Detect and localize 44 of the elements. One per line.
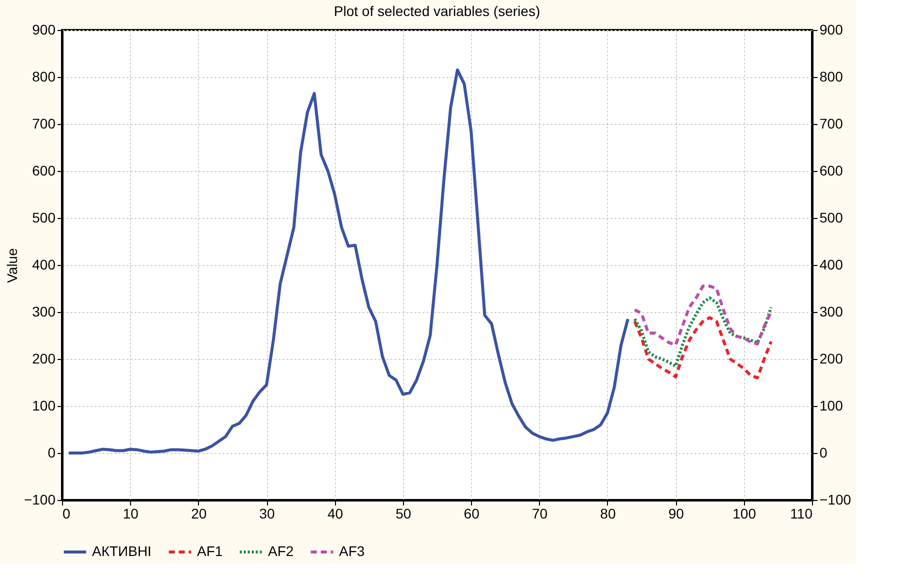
chart-title: Plot of selected variables (series) <box>334 3 540 19</box>
x-tick-label: 20 <box>191 506 207 522</box>
y2-tick-label: 500 <box>820 210 844 226</box>
x-tick-label: 40 <box>327 506 344 522</box>
y-tick-label: 300 <box>32 304 56 320</box>
y-tick-label: 200 <box>32 350 56 366</box>
y-tick-label: −100 <box>24 492 56 508</box>
x-tick-label: 60 <box>464 506 480 522</box>
x-tick-label: 30 <box>259 506 276 522</box>
legend-label: AF1 <box>197 543 223 559</box>
y-tick-label: 600 <box>32 162 56 178</box>
y2-tick-label: 900 <box>820 22 844 38</box>
legend-label: AF2 <box>268 543 294 559</box>
x-tick-label: 100 <box>732 506 756 522</box>
y2-tick-label: 0 <box>820 444 828 460</box>
y2-tick-label: 200 <box>820 350 844 366</box>
x-tick-label: 0 <box>62 506 70 522</box>
line-series <box>67 68 630 454</box>
y-axis-title: Value <box>4 248 20 283</box>
y2-tick-label: −100 <box>820 492 852 508</box>
x-tick-label: 50 <box>396 506 412 522</box>
y-tick-label: 400 <box>32 256 56 272</box>
y2-tick-label: 100 <box>820 398 844 414</box>
y-tick-label: 900 <box>32 22 56 38</box>
x-tick-label: 110 <box>790 506 813 522</box>
y2-tick-label: 700 <box>820 116 844 132</box>
x-tick-label: 90 <box>668 506 684 522</box>
legend-label: AF3 <box>339 543 365 559</box>
y-tick-label: 0 <box>48 444 56 460</box>
line-series <box>633 296 773 368</box>
legend-label: АКТИВНІ <box>92 543 152 559</box>
y2-tick-label: 400 <box>820 256 844 272</box>
y2-tick-label: 600 <box>820 162 844 178</box>
y-tick-label: 800 <box>32 68 56 84</box>
y-tick-label: 100 <box>32 398 56 414</box>
line-series <box>633 284 773 346</box>
line-series <box>633 316 773 380</box>
y2-tick-label: 800 <box>820 68 844 84</box>
x-tick-label: 70 <box>532 506 548 522</box>
x-tick-label: 80 <box>600 506 616 522</box>
y-tick-label: 700 <box>32 116 56 132</box>
y-tick-label: 500 <box>32 210 56 226</box>
y2-tick-label: 300 <box>820 304 844 320</box>
x-tick-label: 10 <box>122 506 139 522</box>
